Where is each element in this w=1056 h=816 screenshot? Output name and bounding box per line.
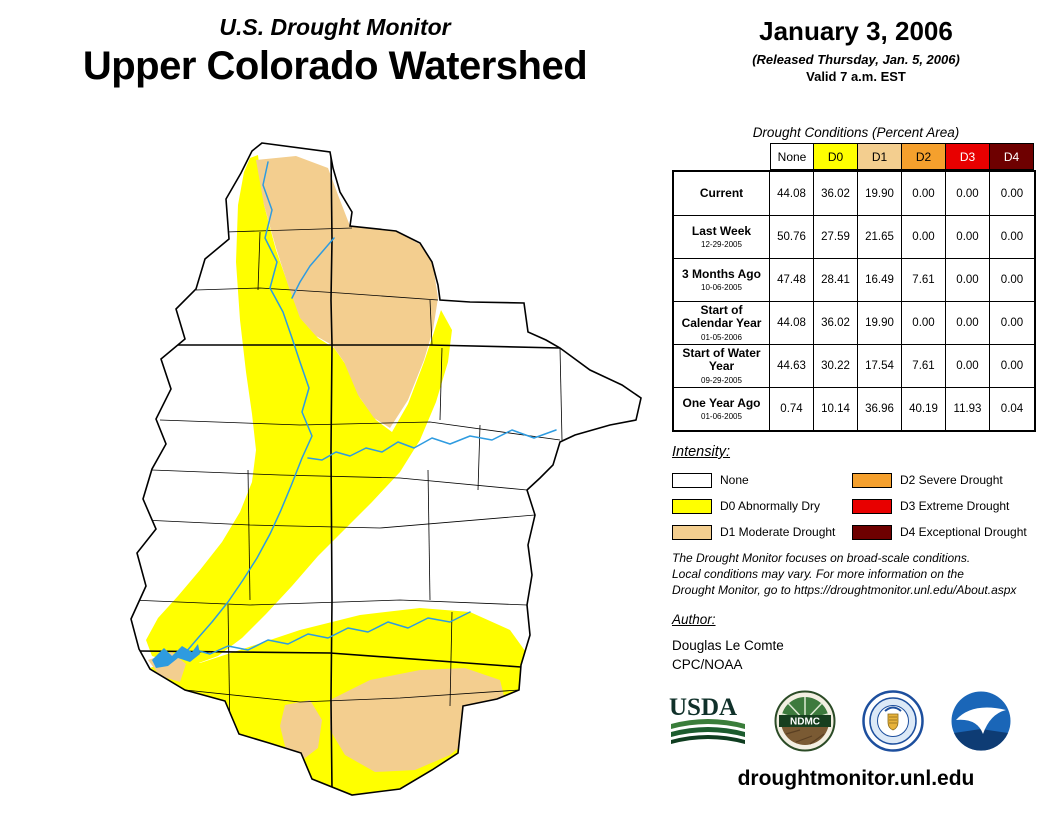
intensity-legend: None D0 Abnormally Dry D1 Moderate Droug… [672,467,1056,545]
table-cell: 0.00 [946,301,990,344]
table-cell: 0.00 [902,301,946,344]
d0-swatch [672,498,712,514]
table-cell: 0.00 [1000,187,1024,200]
table-cell: 11.93 [946,387,990,430]
disclaimer-line: The Drought Monitor focuses on broad-sca… [672,551,971,565]
row-label: Last Week 12-29-2005 [674,215,770,258]
legend-item-d1: D1 Moderate Drought [672,519,852,545]
column-header-d4: D4 [990,143,1034,170]
county-lines [131,227,563,735]
watershed-map-svg [130,142,642,796]
row-date: 10-06-2005 [701,283,742,293]
date-block: January 3, 2006 (Released Thursday, Jan.… [660,16,1052,84]
table-cell: 40.19 [902,387,946,430]
noaa-logo [951,691,1011,751]
row-label: 3 Months Ago 10-06-2005 [674,258,770,301]
table-cell: 44.08 [770,172,814,215]
disclaimer-line: Drought Monitor, go to https://droughtmo… [672,582,1017,597]
row-date: 09-29-2005 [701,376,742,386]
drought-conditions-table: Current 44.08 36.02 19.90 0.00 0.00 0.00… [672,170,1036,432]
table-cell: 0.00 [946,258,990,301]
table-cell: 0.00 [902,172,946,215]
d3-swatch [852,498,892,514]
row-date: 01-05-2006 [701,333,742,343]
author-org: CPC/NOAA [672,656,743,672]
table-cell: 19.90 [858,172,902,215]
row-date: 12-29-2005 [701,240,742,250]
usda-logo-text: USDA [669,694,737,721]
table-cell: 0.74 [770,387,814,430]
row-label: Start of Calendar Year 01-05-2006 [674,301,770,344]
legend-item-d4: D4 Exceptional Drought [852,519,1056,545]
table-cell: 50.76 [770,215,814,258]
table-column-headers: None D0 D1 D2 D3 D4 [770,143,1034,170]
table-cell: 30.22 [814,344,858,387]
table-cell: 44.63 [770,344,814,387]
legend-item-none: None [672,467,852,493]
valid-time: Valid 7 a.m. EST [806,69,906,84]
row-label: One Year Ago 01-06-2005 [674,387,770,430]
column-header-d3: D3 [946,143,990,170]
table-cell: 36.96 [858,387,902,430]
table-cell: 44.08 [770,301,814,344]
column-header-d2: D2 [902,143,946,170]
column-header-d0: D0 [814,143,858,170]
disclaimer: The Drought Monitor focuses on broad-sca… [672,551,1016,598]
none-swatch [672,472,712,488]
watershed-map [75,135,655,807]
table-cell: 10.14 [814,387,858,430]
release-note: (Released Thursday, Jan. 5, 2006) [752,52,960,67]
table-cell: 7.61 [902,258,946,301]
table-cell: 19.90 [858,301,902,344]
table-cell: 27.59 [814,215,858,258]
author-heading: Author: [672,612,716,627]
table-cell: 0.00 [990,301,1034,344]
legend-item-d2: D2 Severe Drought [852,467,1056,493]
column-header-none: None [770,143,814,170]
commerce-seal [862,690,924,752]
logo-row: USDA NDMC [668,690,1012,752]
row-label: Current [674,172,770,215]
title-block: U.S. Drought Monitor Upper Colorado Wate… [30,14,640,89]
report-supertitle: U.S. Drought Monitor [219,14,451,40]
table-cell: 36.02 [814,172,858,215]
row-label: Start of Water Year 09-29-2005 [674,344,770,387]
rivers [185,161,557,655]
author-name: Douglas Le Comte [672,638,784,653]
table-cell: 0.00 [990,258,1034,301]
ndmc-logo-text: NDMC [790,717,820,728]
table-cell: 0.00 [902,215,946,258]
table-cell: 21.65 [858,215,902,258]
table-cell: 0.00 [946,172,990,215]
ndmc-logo: NDMC [774,690,836,752]
watershed-outline [130,142,642,796]
d2-swatch [852,472,892,488]
lake-powell [152,644,200,668]
table-cell: 16.49 [858,258,902,301]
legend-item-d0: D0 Abnormally Dry [672,493,852,519]
d4-swatch [852,524,892,540]
table-cell: 47.48 [770,258,814,301]
table-cell: 7.61 [902,344,946,387]
disclaimer-line: Local conditions may vary. For more info… [672,566,964,581]
legend-title: Intensity: [672,444,731,460]
table-cell: 0.04 [990,387,1034,430]
page-title: Upper Colorado Watershed [82,44,588,88]
table-cell: 0.00 [990,344,1034,387]
footer-url: droughtmonitor.unl.edu [737,767,975,790]
legend-item-d3: D3 Extreme Drought [852,493,1056,519]
table-title: Drought Conditions (Percent Area) [752,125,960,140]
table-cell: 0.00 [990,215,1034,258]
author-block: Author: Douglas Le Comte CPC/NOAA [672,612,784,675]
usda-logo: USDA [669,694,745,744]
row-date: 01-06-2005 [701,412,742,422]
table-cell: 0.00 [946,344,990,387]
table-cell: 0.00 [946,215,990,258]
table-cell: 36.02 [814,301,858,344]
report-date: January 3, 2006 [759,16,953,46]
column-header-d1: D1 [858,143,902,170]
table-cell: 28.41 [814,258,858,301]
d1-swatch [672,524,712,540]
table-cell: 17.54 [858,344,902,387]
